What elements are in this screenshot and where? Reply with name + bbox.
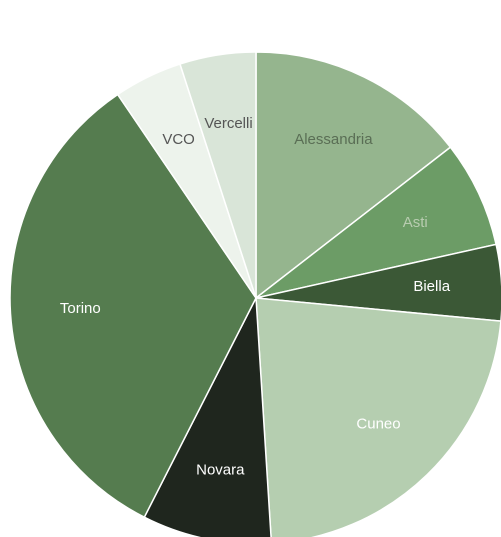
pie-label-biella: Biella [413,278,450,295]
pie-label-asti: Asti [403,214,428,231]
pie-slice-vercelli [179,51,257,299]
pie-label-alessandria: Alessandria [294,131,373,148]
pie-label-cuneo: Cuneo [356,415,400,432]
pie-label-vercelli: Vercelli [204,115,252,132]
pie-slice-cuneo [255,297,501,537]
pie-slice-torino [9,93,257,519]
pie-slice-alessandria [255,51,452,300]
pie-slices [9,51,501,537]
pie-label-torino: Torino [60,300,101,317]
pie-label-novara: Novara [196,461,245,478]
pie-slice-novara [143,295,272,537]
pie-slice-asti [255,146,497,299]
pie-label-vco: VCO [162,131,195,148]
pie-labels: Alessandria Asti Biella Cuneo Novara Torino VC… [60,115,451,478]
